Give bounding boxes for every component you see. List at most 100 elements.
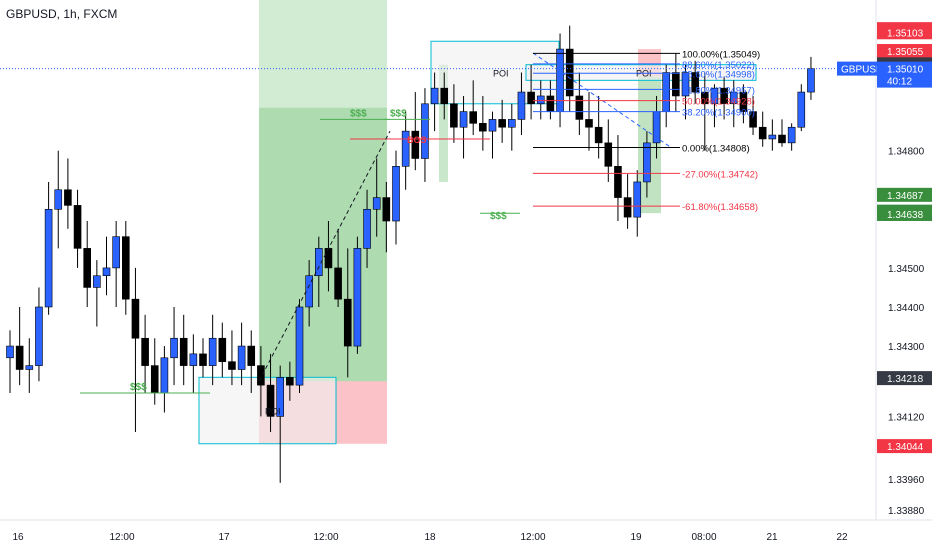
candle[interactable] (623, 174, 632, 229)
candle[interactable] (314, 236, 323, 307)
candle[interactable] (286, 361, 294, 401)
candle[interactable] (247, 330, 256, 393)
candle[interactable] (729, 80, 738, 128)
candle[interactable] (199, 338, 207, 378)
candle[interactable] (459, 95, 468, 159)
candle[interactable] (179, 314, 188, 386)
candle-body-bull (459, 111, 468, 128)
candle[interactable] (768, 119, 777, 151)
candle[interactable] (720, 76, 728, 120)
candle-body-bear (623, 197, 632, 218)
price-axis[interactable]: 1.34800 1.34500 1.34400 1.34300 1.34120 1.339… (837, 22, 932, 517)
candle[interactable] (6, 330, 14, 393)
candle[interactable] (633, 170, 642, 237)
candle[interactable] (604, 119, 613, 182)
candle[interactable] (691, 60, 699, 104)
candle[interactable] (681, 64, 690, 120)
candle[interactable] (44, 181, 53, 315)
candle[interactable] (411, 92, 420, 171)
current-price-label: 1.35010 (887, 65, 924, 76)
candle[interactable] (54, 150, 63, 249)
candle[interactable] (141, 314, 149, 393)
candle[interactable] (102, 236, 111, 296)
candle[interactable] (276, 365, 285, 483)
candle[interactable] (35, 287, 43, 382)
time-axis[interactable]: 16 12:00 17 12:00 18 12:00 19 08:00 21 22 (12, 532, 848, 543)
candle[interactable] (710, 84, 719, 128)
candle[interactable] (64, 158, 72, 229)
candle-body-bear (614, 166, 622, 198)
candle[interactable] (353, 236, 362, 354)
price-label-bg (877, 44, 932, 59)
candle[interactable] (93, 260, 101, 327)
candle[interactable] (758, 111, 767, 147)
poi-label: POI (265, 407, 281, 417)
candle[interactable] (401, 111, 410, 190)
y-tick-label: 1.33880 (888, 506, 925, 517)
y-tick-label: 1.33960 (888, 475, 925, 486)
candle[interactable] (295, 299, 304, 393)
x-tick-label: 18 (424, 532, 436, 543)
candle[interactable] (643, 131, 651, 198)
candle-body-bull (363, 208, 371, 249)
candle[interactable] (363, 189, 371, 268)
candle[interactable] (15, 306, 24, 386)
candle[interactable] (527, 64, 535, 120)
candle[interactable] (479, 95, 487, 151)
price-label-bg (877, 206, 932, 221)
candle[interactable] (122, 221, 130, 315)
x-tick-label: 12:00 (520, 532, 545, 543)
candle-body-bear (334, 267, 342, 300)
candle[interactable] (575, 72, 584, 136)
candle[interactable] (421, 88, 429, 182)
candle[interactable] (585, 92, 593, 151)
candle[interactable] (507, 103, 516, 151)
candle[interactable] (228, 330, 236, 386)
candle[interactable] (372, 158, 381, 237)
candle[interactable] (594, 95, 603, 159)
candle-body-bear (739, 91, 748, 112)
candle[interactable] (469, 80, 478, 136)
symbol-title: GBPUSD, 1h, FXCM (6, 7, 117, 21)
candle[interactable] (565, 25, 574, 112)
candle[interactable] (700, 72, 709, 151)
candle[interactable] (131, 267, 140, 433)
candle-body-bear (720, 87, 728, 105)
candle[interactable] (73, 189, 82, 268)
candle[interactable] (787, 123, 796, 151)
candle[interactable] (392, 150, 400, 245)
candle[interactable] (257, 346, 265, 417)
candle[interactable] (83, 221, 91, 307)
candle[interactable] (334, 228, 342, 307)
candle[interactable] (382, 181, 391, 253)
candle[interactable] (488, 111, 497, 159)
candle[interactable] (498, 99, 506, 143)
candle[interactable] (170, 306, 178, 386)
candle[interactable] (536, 80, 545, 120)
candle[interactable] (739, 84, 748, 124)
candle[interactable] (797, 84, 806, 132)
poi-label: POI (493, 69, 509, 79)
candle[interactable] (112, 221, 120, 307)
candle[interactable] (614, 135, 622, 222)
candle[interactable] (450, 84, 458, 143)
candle[interactable] (189, 334, 198, 393)
candle[interactable] (778, 119, 786, 147)
candle[interactable] (517, 72, 526, 136)
candle-body-bull (237, 345, 246, 370)
candle[interactable] (266, 353, 275, 433)
candle[interactable] (343, 248, 352, 378)
candle[interactable] (749, 95, 757, 136)
candle[interactable] (25, 338, 34, 393)
candle-body-bear (691, 72, 699, 93)
candle-body-bull (643, 142, 651, 183)
candle-body-bear (141, 337, 149, 366)
candle[interactable] (672, 52, 680, 112)
candle[interactable] (218, 322, 227, 378)
candle[interactable] (208, 314, 217, 386)
candle[interactable] (440, 72, 449, 120)
candle[interactable] (430, 72, 439, 132)
candle[interactable] (237, 322, 246, 386)
